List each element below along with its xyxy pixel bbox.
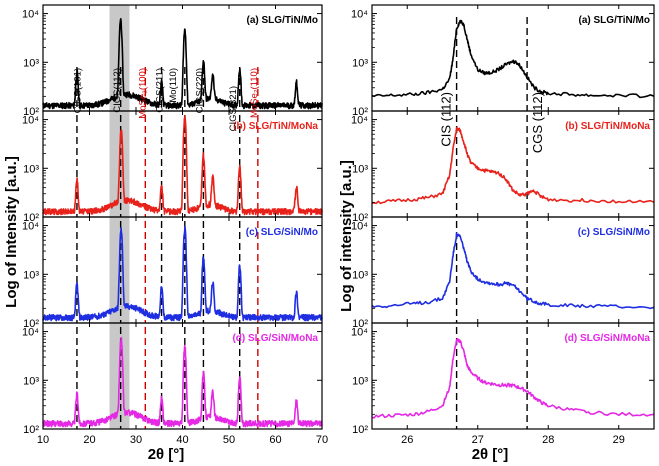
y-tick-label: 10² (352, 106, 368, 118)
y-tick-label: 10³ (23, 269, 39, 281)
peak-annotation: CIGS(112) (112, 68, 123, 113)
x-tick-label: 20 (83, 434, 95, 446)
panel-label: (c) SLG/SiN/Mo (578, 227, 650, 238)
left-y-axis-title: Log of Intensity [a.u.] (3, 156, 20, 308)
y-tick-label: 10² (352, 212, 368, 224)
y-tick-label: 10³ (23, 375, 39, 387)
y-tick-label: 10³ (352, 375, 368, 387)
panel-label: (c) SLG/SiN/Mo (246, 227, 318, 238)
y-tick-label: 10² (23, 106, 39, 118)
series-line (42, 115, 323, 216)
x-tick-label: 29 (613, 434, 625, 446)
right-xrd-zoom-plot: 10² 10³ 10⁴ (a) SLG/TiN/Mo 10² 10³ 10⁴ (b) SLG/… (351, 4, 655, 446)
series-line (371, 338, 655, 419)
y-tick-label: 10² (352, 318, 368, 330)
y-tick-label: 10² (352, 424, 368, 436)
right-x-axis-title: 2θ [°] (472, 446, 509, 463)
y-tick-label: 10² (23, 212, 39, 224)
peak-annotation: Mo(110) (168, 68, 179, 103)
y-tick-label: 10⁴ (351, 115, 368, 127)
peak-annotation: CIGS(220) (195, 68, 206, 113)
series-line (42, 336, 323, 428)
y-tick-label: 10³ (23, 57, 39, 69)
y-tick-label: 10⁴ (22, 9, 39, 21)
y-tick-label: 10⁴ (22, 327, 39, 339)
peak-annotation: CIGS(321) (228, 86, 239, 131)
series-line (371, 19, 655, 99)
peak-annotation: MoSe₂(110) (249, 68, 260, 118)
panel-label: (d) SLG/SiN/MoNa (564, 333, 650, 344)
peak-annotation: CGS (112) (530, 92, 545, 153)
left-x-axis-title: 2θ [°] (148, 446, 185, 463)
y-tick-label: 10⁴ (22, 221, 39, 233)
panel-label: (b) SLG/TiN/MoNa (565, 121, 650, 132)
x-tick-label: 10 (37, 434, 49, 446)
y-tick-label: 10² (23, 318, 39, 330)
panel-label: (d) SLG/SiN/MoNa (232, 333, 318, 344)
y-tick-label: 10³ (352, 163, 368, 175)
series-line (371, 232, 655, 310)
peak-annotation: CIGS(211) (154, 68, 165, 113)
x-tick-label: 30 (130, 434, 142, 446)
y-tick-label: 10⁴ (22, 115, 39, 127)
x-tick-label: 50 (223, 434, 235, 446)
x-tick-label: 60 (269, 434, 281, 446)
right-y-axis-title: Log of intensity [a.u.] (338, 160, 355, 312)
panel-frame (371, 322, 655, 430)
series-line (42, 18, 323, 110)
y-tick-label: 10⁴ (351, 9, 368, 21)
y-tick-label: 10² (23, 424, 39, 436)
panel-label: (a) SLG/TiN/Mo (247, 15, 318, 26)
peak-annotation: CIGS(101) (72, 68, 83, 113)
series-line (371, 126, 655, 205)
series-line (42, 225, 323, 322)
peak-annotation: MoSe₂(100) (138, 68, 149, 119)
panel-label: (a) SLG/TiN/Mo (579, 15, 650, 26)
left-xrd-plot: 10² 10³ 10⁴ (a) SLG/TiN/Mo 10² 10³ 10⁴ (b) SLG/… (22, 4, 328, 446)
y-tick-label: 10⁴ (351, 327, 368, 339)
peak-annotation: CIS (112) (439, 92, 454, 147)
x-tick-label: 26 (401, 434, 413, 446)
y-tick-label: 10³ (352, 269, 368, 281)
y-tick-label: 10³ (352, 57, 368, 69)
y-tick-label: 10⁴ (351, 221, 368, 233)
x-tick-label: 40 (176, 434, 188, 446)
x-tick-label: 28 (542, 434, 554, 446)
panel-label: (b) SLG/TiN/MoNa (233, 121, 318, 132)
x-tick-label: 27 (472, 434, 484, 446)
y-tick-label: 10³ (23, 163, 39, 175)
x-tick-label: 70 (316, 434, 328, 446)
